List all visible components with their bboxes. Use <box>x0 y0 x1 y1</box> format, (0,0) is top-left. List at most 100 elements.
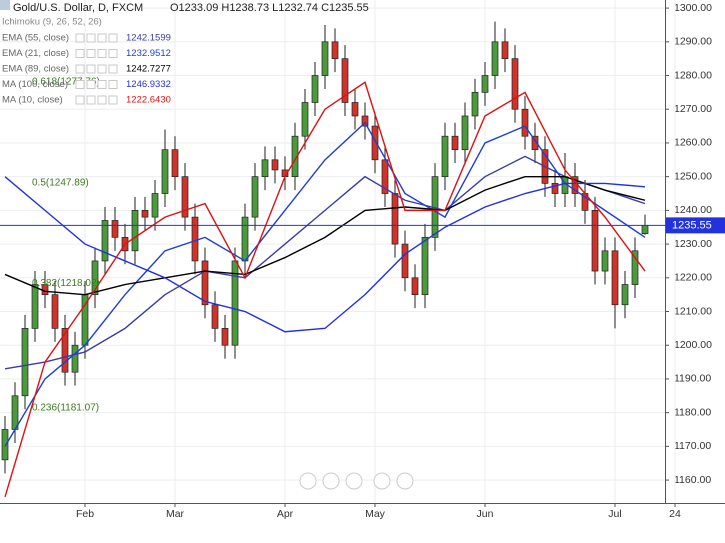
candle-body <box>371 125 379 161</box>
candle-body <box>221 328 229 346</box>
legend-icon <box>86 33 96 43</box>
y-tick-label: 1280.00 <box>674 69 712 81</box>
candle-body <box>131 210 139 252</box>
candle-body <box>411 277 419 296</box>
legend-name: EMA (89, close) <box>2 64 69 75</box>
candle-body <box>321 41 329 76</box>
candle-body <box>401 243 409 279</box>
candle-body <box>611 250 619 306</box>
candle-body <box>471 92 479 117</box>
legend-value: 1246.9332 <box>126 79 171 90</box>
candle-body <box>501 41 509 60</box>
y-tick-label: 1260.00 <box>674 137 712 149</box>
y-tick-label: 1290.00 <box>674 36 712 48</box>
legend-icon <box>108 80 118 89</box>
y-tick-label: 1250.00 <box>674 170 712 182</box>
indicator-line <box>4 121 646 447</box>
candle-body <box>631 250 639 285</box>
zoom-in-button[interactable] <box>322 472 340 490</box>
ohlc-header: O1233.09 H1238.73 L1232.74 C1235.55 <box>170 2 369 14</box>
legend-icon <box>97 64 107 74</box>
indicator-line <box>4 175 646 296</box>
candle-body <box>241 216 249 262</box>
candle-body <box>451 135 459 151</box>
candle-body <box>111 220 119 238</box>
candle-body <box>151 193 159 218</box>
candle-body <box>591 210 599 272</box>
x-tick-label: Apr <box>277 508 294 520</box>
zoom-out-button[interactable] <box>299 472 317 490</box>
price-label-box <box>666 217 725 234</box>
legend-icon <box>75 64 85 74</box>
legend-value: 1242.7277 <box>126 64 171 75</box>
candle-body <box>341 58 349 103</box>
legend-icon <box>75 33 85 43</box>
candle-body <box>291 135 299 178</box>
legend-icon <box>97 49 107 58</box>
candle-body <box>141 210 149 218</box>
candle-body <box>601 250 609 272</box>
legend-icon <box>86 64 96 74</box>
legend-value: 1222.6430 <box>126 95 171 106</box>
candle-body <box>61 328 69 373</box>
candle-body <box>251 176 259 218</box>
overlay: 0.618(1277.76) 0.5(1247.89) 0.382(1218.02)… <box>0 33 725 414</box>
scroll-right-button[interactable] <box>396 472 414 490</box>
y-tick-label: 1270.00 <box>674 103 712 115</box>
candle-body <box>71 344 79 373</box>
candle-body <box>181 176 189 218</box>
candle-body <box>1 429 9 461</box>
candle-body <box>381 159 389 194</box>
fib-label: 0.5(1247.89) <box>32 177 89 188</box>
y-tick-label: 1210.00 <box>674 305 712 317</box>
x-tick-label: May <box>365 508 386 520</box>
candle-body <box>191 216 199 262</box>
candle-body <box>621 284 629 306</box>
legend-icon <box>86 49 96 58</box>
fib-label: 0.382(1218.02) <box>32 278 100 289</box>
candle-body <box>421 236 429 296</box>
y-tick-label: 1230.00 <box>674 238 712 250</box>
candle-body <box>301 102 309 137</box>
candle-body <box>461 115 469 151</box>
x-tick-label: Jul <box>608 508 621 520</box>
candle-body <box>271 159 279 171</box>
y-tick-label: 1170.00 <box>674 440 711 452</box>
candle-body <box>641 225 649 235</box>
legend-icon <box>97 95 107 105</box>
candle-body <box>511 58 519 110</box>
candle-body <box>361 115 369 127</box>
chart-title: Gold/U.S. Dollar, D, FXCM <box>13 2 143 14</box>
legend-icon <box>108 95 118 105</box>
price-label: 1235.55 <box>672 219 712 231</box>
candle-body <box>351 102 359 117</box>
legend-value: 1242.1599 <box>126 33 171 44</box>
candle-body <box>101 220 109 262</box>
candle-body <box>51 294 59 329</box>
legend-name: MA (100, close) <box>2 79 68 90</box>
plot <box>1 21 649 498</box>
y-tick-label: 1160.00 <box>674 474 711 486</box>
y-tick-label: 1220.00 <box>674 272 712 284</box>
reset-button[interactable] <box>345 472 363 490</box>
legend-icon <box>75 80 85 89</box>
legend-name: EMA (55, close) <box>2 33 69 44</box>
indicator-name: Ichimoku (9, 26, 52, 26) <box>2 17 102 28</box>
candle-body <box>21 328 29 397</box>
candle-body <box>161 149 169 194</box>
candle-body <box>311 75 319 103</box>
scroll-left-button[interactable] <box>373 472 391 490</box>
y-tick-label: 1240.00 <box>674 204 712 216</box>
legend-icon <box>75 95 85 105</box>
candle-body <box>211 304 219 329</box>
legend-icon <box>86 80 96 89</box>
candle-body <box>261 159 269 178</box>
candle-body <box>391 193 399 245</box>
candle-body <box>11 395 19 430</box>
legend-icon <box>108 49 118 58</box>
legend-icon <box>97 33 107 43</box>
candle-body <box>171 149 179 178</box>
candle-body <box>201 260 209 306</box>
legend-icon <box>108 64 118 74</box>
